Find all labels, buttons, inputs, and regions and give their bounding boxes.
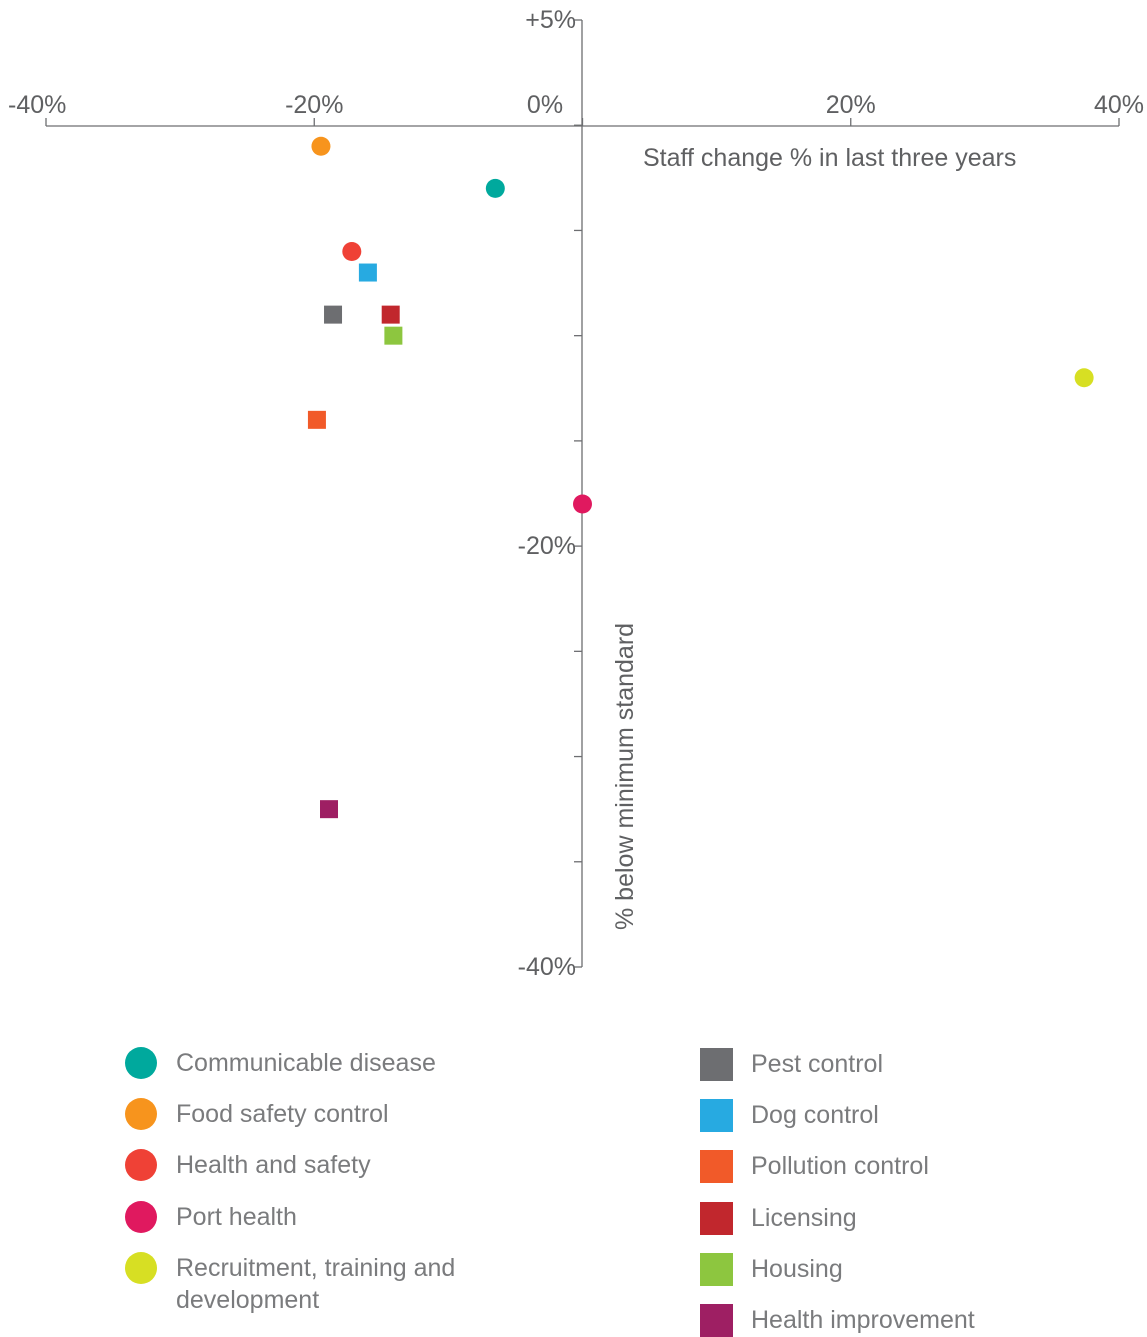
- legend-label: Food safety control: [176, 1100, 389, 1129]
- legend-swatch: [125, 1149, 157, 1182]
- x-tick-label: -40%: [8, 91, 66, 119]
- legend-swatch: [700, 1048, 733, 1081]
- y-tick-label: +5%: [525, 6, 576, 34]
- legend-label: Dog control: [751, 1101, 879, 1130]
- legend-swatch: [700, 1304, 733, 1337]
- axis-ticks: -40% -20% 0% 20% 40% +5% -20% -40%: [8, 6, 1144, 981]
- point-port-health: [573, 494, 592, 514]
- legend-swatch: [125, 1251, 157, 1284]
- x-axis-title: Staff change % in last three years: [643, 144, 1016, 172]
- legend-swatch: [700, 1201, 733, 1235]
- point-health-and-safety: [342, 241, 362, 261]
- point-licensing: [381, 305, 400, 324]
- legend-swatch: [125, 1047, 157, 1079]
- data-points: [307, 136, 1094, 819]
- legend-swatch: [125, 1200, 157, 1233]
- legend-label: Health and safety: [176, 1151, 371, 1180]
- legend-label: Pest control: [751, 1050, 884, 1078]
- legend-swatch: [125, 1098, 157, 1131]
- x-tick-label: 40%: [1094, 91, 1144, 119]
- x-tick-label: 0%: [527, 91, 563, 119]
- point-food-safety-control: [311, 136, 331, 156]
- scatter-chart: -40% -20% 0% 20% 40% +5% -20% -40% Staff change…: [8, 6, 1144, 981]
- legend-swatch: [700, 1099, 733, 1133]
- y-axis-title: % below minimum standard: [611, 623, 639, 930]
- x-tick-label: 20%: [826, 91, 876, 119]
- legend-label: Licensing: [751, 1203, 857, 1232]
- point-recruitment-training-and-development: [1074, 368, 1094, 388]
- point-communicable-disease: [485, 178, 505, 198]
- point-pollution-control: [307, 410, 326, 429]
- legend-swatch: [700, 1252, 733, 1286]
- x-tick-label: -20%: [285, 91, 343, 119]
- legend-label: Recruitment, training and development: [176, 1253, 456, 1314]
- legend-label: Port health: [176, 1202, 297, 1231]
- legend-label: Health improvement: [751, 1306, 975, 1334]
- legend-label: Communicable disease: [176, 1049, 436, 1077]
- point-housing: [384, 326, 403, 345]
- legend-label: Housing: [751, 1254, 843, 1283]
- y-tick-label: -20%: [518, 532, 576, 560]
- y-tick-label: -40%: [518, 953, 576, 981]
- legend-swatch: [700, 1150, 733, 1184]
- point-dog-control: [358, 263, 377, 282]
- point-pest-control: [324, 305, 343, 324]
- legend-label: Pollution control: [751, 1152, 929, 1181]
- point-health-improvement: [320, 800, 339, 819]
